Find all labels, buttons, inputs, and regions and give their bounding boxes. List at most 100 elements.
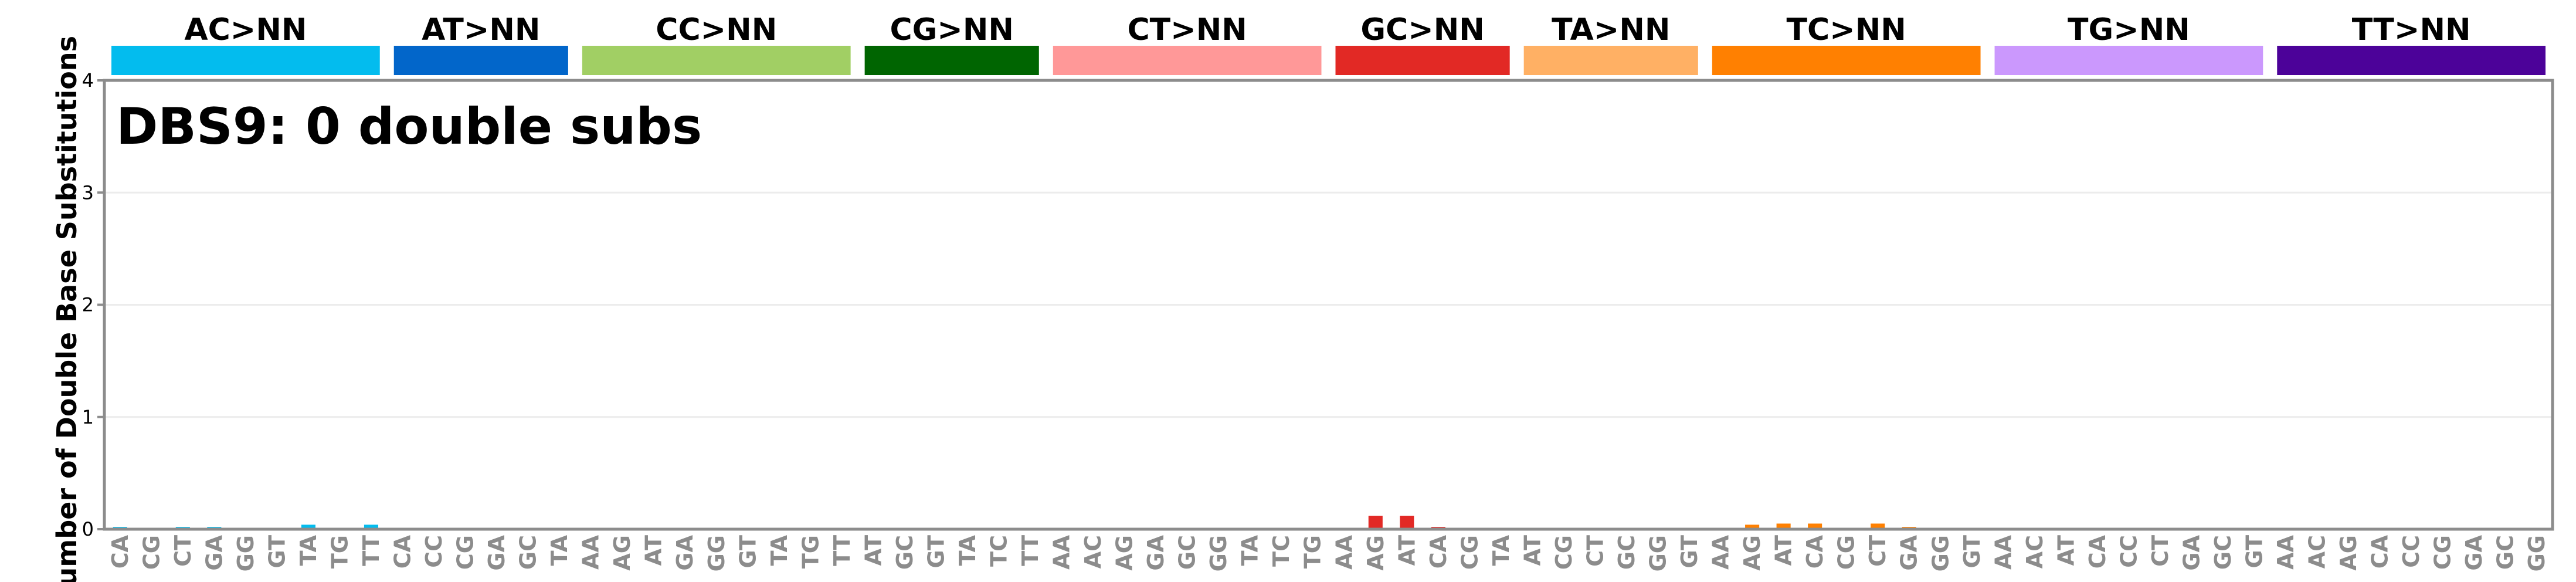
x-tick-label: TT <box>358 535 384 566</box>
x-tick-label: GT <box>735 535 761 569</box>
x-tick-label: AG <box>1739 535 1765 571</box>
x-tick-label: AA <box>1990 534 2016 569</box>
x-tick-label: TA <box>547 534 572 566</box>
bars <box>113 516 2324 529</box>
x-tick-label: GA <box>672 534 698 570</box>
x-tick-label: TA <box>955 534 980 566</box>
x-tick-label: AA <box>1331 534 1357 569</box>
group-color-bar <box>1053 46 1322 75</box>
x-tick-label: TC <box>986 535 1012 567</box>
x-tick-label: GG <box>1206 535 1231 571</box>
x-tick-label: GT <box>1676 535 1702 569</box>
group-label: CT>NN <box>1128 12 1247 48</box>
x-tick-label: TA <box>1488 534 1514 566</box>
x-tick-label: CG <box>1551 535 1577 570</box>
x-tick-label: GG <box>233 535 259 571</box>
x-tick-label: AA <box>1049 534 1075 569</box>
x-tick-label: TA <box>1237 534 1263 566</box>
x-tick-label: GC <box>515 535 541 570</box>
x-tick-label: CA <box>2367 534 2393 569</box>
x-tick-label: CG <box>138 535 164 570</box>
group-label: AT>NN <box>422 12 540 48</box>
x-tick-label: GA <box>201 534 227 570</box>
group-label: TC>NN <box>1787 12 1906 48</box>
x-tick-label: AT <box>641 535 667 566</box>
x-tick-label: CA <box>389 534 415 569</box>
x-tick-label: GT <box>2242 535 2268 569</box>
x-tick-label: AC <box>2022 535 2048 569</box>
group-color-bar <box>1523 46 1698 75</box>
x-tick-label: TG <box>1300 535 1326 569</box>
x-tick-label: CC <box>2116 535 2141 568</box>
x-tick-label: CA <box>1426 534 1451 569</box>
x-tick-label: CG <box>453 535 478 570</box>
x-tick-label: GG <box>704 535 729 571</box>
x-tick-label: CA <box>2085 534 2110 569</box>
x-tick-label: CT <box>170 535 196 567</box>
x-tick-label: CC <box>2398 535 2424 568</box>
group-label: CC>NN <box>656 12 777 48</box>
x-tick-label: AA <box>1708 534 1734 569</box>
chart-title: DBS9: 0 double subs <box>116 97 702 156</box>
x-tick-label: GT <box>923 535 949 569</box>
group-color-bar <box>582 46 851 75</box>
x-tick-label: TA <box>296 534 321 566</box>
x-tick-label: TT <box>1017 535 1043 566</box>
x-tick-label: GA <box>484 534 510 570</box>
x-tick-label: AG <box>1363 535 1389 571</box>
group-color-bar <box>111 46 380 75</box>
grid-lines <box>104 191 2553 418</box>
bar <box>1745 525 1760 529</box>
x-tick-label: TT <box>829 535 855 566</box>
y-axis-label: Number of Double Base Substitutions <box>51 36 83 582</box>
group-label: CG>NN <box>890 12 1013 48</box>
x-tick-label: TG <box>797 535 823 569</box>
x-tick-label: GT <box>264 535 290 569</box>
x-tick-label: AT <box>2053 535 2079 566</box>
plot-frame <box>103 79 2554 531</box>
x-tick-label: CT <box>1582 535 1608 567</box>
x-tick-label: CG <box>1457 535 1482 570</box>
group-label: AC>NN <box>184 12 307 48</box>
group-color-bar <box>393 46 568 75</box>
x-tick-label: GT <box>1959 535 1985 569</box>
x-tick-label: AG <box>2336 535 2361 571</box>
y-tick-label: 4 <box>82 69 94 92</box>
bar <box>1871 523 1885 529</box>
x-tick-label: GA <box>2461 534 2487 570</box>
x-tick-label: GC <box>892 535 918 570</box>
x-tick-label: GC <box>2493 535 2519 570</box>
x-tick-label: AC <box>1080 535 1106 569</box>
group-label: TT>NN <box>2352 12 2471 48</box>
group-color-bar <box>2277 46 2546 75</box>
x-tick-label: CA <box>107 534 133 569</box>
x-tick-label: GG <box>2524 535 2550 571</box>
x-tick-label: CG <box>1834 535 1859 570</box>
x-tick-label: AT <box>1519 535 1545 566</box>
bar <box>1400 516 1414 529</box>
y-axis: 0 1 2 3 4 <box>82 69 104 540</box>
x-tick-label: CC <box>421 535 447 568</box>
x-tick-label: GC <box>2210 535 2236 570</box>
x-tick-label: CG <box>2430 535 2456 570</box>
x-tick-label: GA <box>1143 534 1169 570</box>
y-tick-label: 3 <box>82 181 94 204</box>
x-tick-label: TA <box>766 534 792 566</box>
group-color-bar <box>1994 46 2263 75</box>
x-tick-label: CA <box>1802 534 1828 569</box>
y-tick-label: 1 <box>82 406 94 428</box>
bar <box>301 525 315 529</box>
x-tick-label: GG <box>1645 535 1671 571</box>
x-tick-label: GC <box>1175 535 1200 570</box>
group-color-bar <box>1335 46 1510 75</box>
x-tick-label: AA <box>578 534 604 569</box>
group-headers: AC>NN AT>NN CC>NN CG>NN CT>NN GC>NN TA>NN TC>NN… <box>111 12 2546 75</box>
x-tick-label: CT <box>2147 535 2173 567</box>
x-tick-label: AT <box>1394 535 1420 566</box>
y-tick-label: 2 <box>82 294 94 316</box>
group-label: TG>NN <box>2068 12 2190 48</box>
x-tick-label: TC <box>1268 535 1294 567</box>
x-tick-label: GA <box>1896 534 1922 570</box>
bar <box>1808 523 1822 529</box>
